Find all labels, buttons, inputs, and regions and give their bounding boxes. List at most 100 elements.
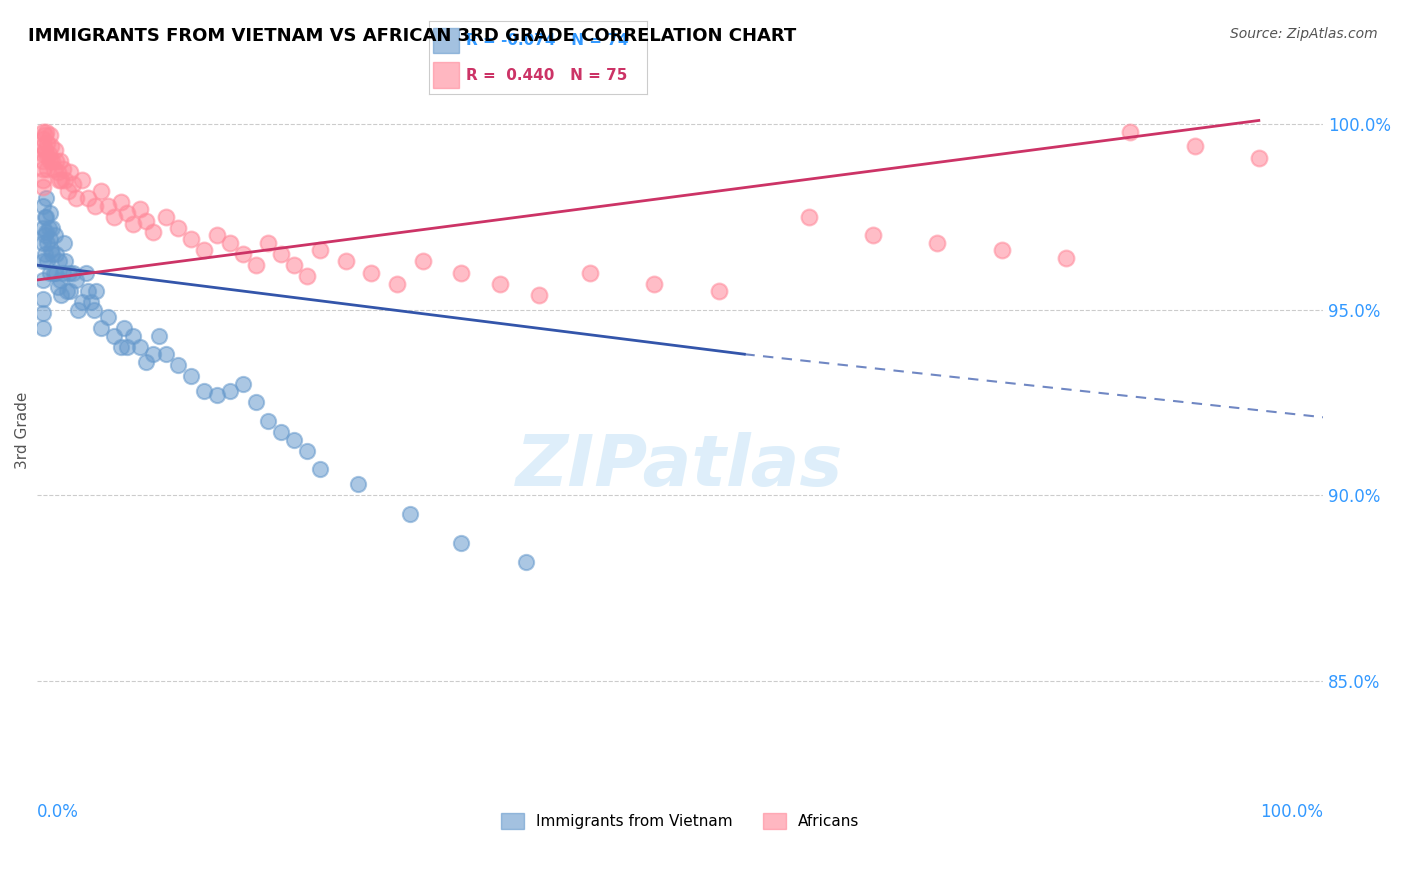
Point <box>67 302 90 317</box>
Point <box>37 136 59 150</box>
Bar <box>433 62 460 87</box>
Point <box>44 143 66 157</box>
Point <box>34 228 56 243</box>
Point <box>1247 151 1270 165</box>
Point <box>257 414 280 428</box>
Point <box>990 244 1012 258</box>
Point <box>32 154 55 169</box>
Point <box>77 191 100 205</box>
Point <box>32 306 55 320</box>
Point <box>112 321 135 335</box>
Point <box>52 266 75 280</box>
Point <box>193 384 215 399</box>
Point <box>46 280 69 294</box>
Point <box>335 254 357 268</box>
Text: 100.0%: 100.0% <box>1260 803 1323 822</box>
Point <box>180 232 202 246</box>
Point <box>34 247 56 261</box>
Point <box>32 199 55 213</box>
Point <box>122 217 145 231</box>
Point <box>38 206 60 220</box>
Point <box>58 266 80 280</box>
Point <box>283 433 305 447</box>
Point <box>49 273 72 287</box>
Point <box>35 191 58 205</box>
Point <box>205 228 228 243</box>
Point <box>110 195 132 210</box>
Point <box>115 206 138 220</box>
Point <box>34 128 56 143</box>
Point <box>110 340 132 354</box>
Point <box>245 258 267 272</box>
Point <box>360 266 382 280</box>
Point <box>34 210 56 224</box>
Text: IMMIGRANTS FROM VIETNAM VS AFRICAN 3RD GRADE CORRELATION CHART: IMMIGRANTS FROM VIETNAM VS AFRICAN 3RD G… <box>28 27 796 45</box>
Point <box>80 295 103 310</box>
Point <box>1119 125 1142 139</box>
Point <box>128 202 150 217</box>
Point <box>412 254 434 268</box>
Point <box>32 221 55 235</box>
Point <box>34 143 56 157</box>
Point <box>37 161 59 176</box>
Point <box>97 310 120 324</box>
Point <box>38 221 60 235</box>
Point <box>56 184 79 198</box>
Y-axis label: 3rd Grade: 3rd Grade <box>15 392 30 469</box>
Point <box>53 173 76 187</box>
Text: 0.0%: 0.0% <box>37 803 79 822</box>
Point <box>35 210 58 224</box>
Point <box>49 154 72 169</box>
Point <box>38 154 60 169</box>
Point <box>59 165 82 179</box>
Point <box>270 425 292 439</box>
Point <box>53 254 76 268</box>
Point <box>527 288 550 302</box>
Point <box>205 388 228 402</box>
Point <box>37 235 59 250</box>
Text: ZIPatlas: ZIPatlas <box>516 432 844 501</box>
Point <box>135 354 157 368</box>
Point <box>155 210 177 224</box>
Point <box>489 277 512 291</box>
Point <box>32 161 55 176</box>
Point <box>32 235 55 250</box>
Point <box>75 266 97 280</box>
Point <box>48 173 70 187</box>
Point <box>103 328 125 343</box>
Point <box>52 161 75 176</box>
Bar <box>433 28 460 54</box>
Point <box>38 266 60 280</box>
Point <box>32 180 55 194</box>
Point <box>450 266 472 280</box>
Point <box>35 146 58 161</box>
Point <box>148 328 170 343</box>
Point <box>59 284 82 298</box>
Point <box>97 199 120 213</box>
Point <box>37 254 59 268</box>
Point <box>309 462 332 476</box>
Point <box>35 125 58 139</box>
Point <box>83 302 105 317</box>
Point <box>77 284 100 298</box>
Point <box>41 154 63 169</box>
Point <box>103 210 125 224</box>
Point <box>309 244 332 258</box>
Point <box>44 228 66 243</box>
Point <box>347 477 370 491</box>
Point <box>643 277 665 291</box>
Point <box>295 443 318 458</box>
Point <box>55 284 77 298</box>
Point <box>797 210 820 224</box>
Legend: Immigrants from Vietnam, Africans: Immigrants from Vietnam, Africans <box>495 806 866 835</box>
Point <box>51 173 73 187</box>
Point <box>295 269 318 284</box>
Text: R =  0.440   N = 75: R = 0.440 N = 75 <box>465 68 627 83</box>
Point <box>122 328 145 343</box>
Point <box>135 213 157 227</box>
Point <box>90 184 112 198</box>
Point <box>579 266 602 280</box>
Point <box>62 266 84 280</box>
Point <box>62 177 84 191</box>
Point <box>41 247 63 261</box>
